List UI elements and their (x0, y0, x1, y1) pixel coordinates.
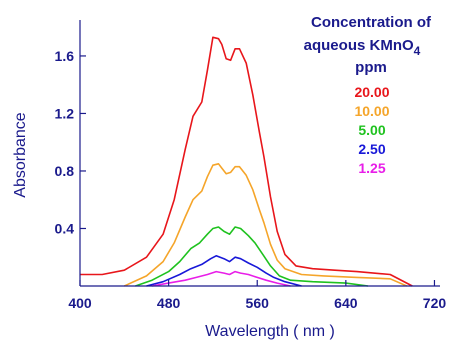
legend-title-line-1: Concentration of (311, 14, 432, 31)
legend-title-line-3: ppm (355, 59, 387, 76)
legend-title-line-2: aqueous KMnO4 (304, 37, 421, 58)
series-line-1.25 (151, 270, 291, 287)
x-tick-label-1: 480 (157, 295, 181, 311)
x-tick-label-0: 400 (68, 295, 92, 311)
tick-layer: 400 480 560 640 720 0.4 0.8 1.2 1.6 (55, 48, 447, 311)
series-line-5.00 (135, 226, 369, 287)
y-tick-label-3: 1.6 (55, 48, 75, 64)
legend-entry-2.50: 2.50 (358, 141, 385, 157)
plot-background (80, 20, 440, 286)
x-axis-title-unit: ( nm ) (293, 323, 335, 340)
y-tick-label-1: 0.8 (55, 163, 75, 179)
x-tick-label-3: 640 (334, 295, 358, 311)
y-tick-label-0: 0.4 (55, 220, 75, 236)
y-axis-title: Absorbance (12, 112, 29, 197)
x-tick-label-4: 720 (423, 295, 447, 311)
axis-titles: Wavelength( nm ) Absorbance (12, 112, 335, 340)
x-axis-title-text: Wavelength (205, 323, 289, 340)
legend-title-line-2-text: aqueous KMnO (304, 37, 414, 54)
series-line-10.00 (123, 163, 408, 287)
series-line-20.00 (80, 36, 413, 287)
y-tick-label-2: 1.2 (55, 105, 75, 121)
legend: Concentration of aqueous KMnO4 ppm 20.00… (304, 14, 432, 176)
x-tick-label-2: 560 (246, 295, 270, 311)
series-line-2.50 (146, 255, 302, 287)
plot-area: 400 480 560 640 720 0.4 0.8 1.2 1.6 (55, 20, 447, 311)
legend-entry-1.25: 1.25 (358, 160, 385, 176)
legend-entry-5.00: 5.00 (358, 122, 385, 138)
x-axis-title: Wavelength( nm ) (205, 323, 335, 340)
series-layer (80, 36, 413, 287)
legend-entry-20.00: 20.00 (354, 84, 389, 100)
legend-entry-10.00: 10.00 (354, 103, 389, 119)
legend-title-subscript: 4 (414, 44, 421, 58)
legend-entries: 20.00 10.00 5.00 2.50 1.25 (354, 84, 389, 176)
